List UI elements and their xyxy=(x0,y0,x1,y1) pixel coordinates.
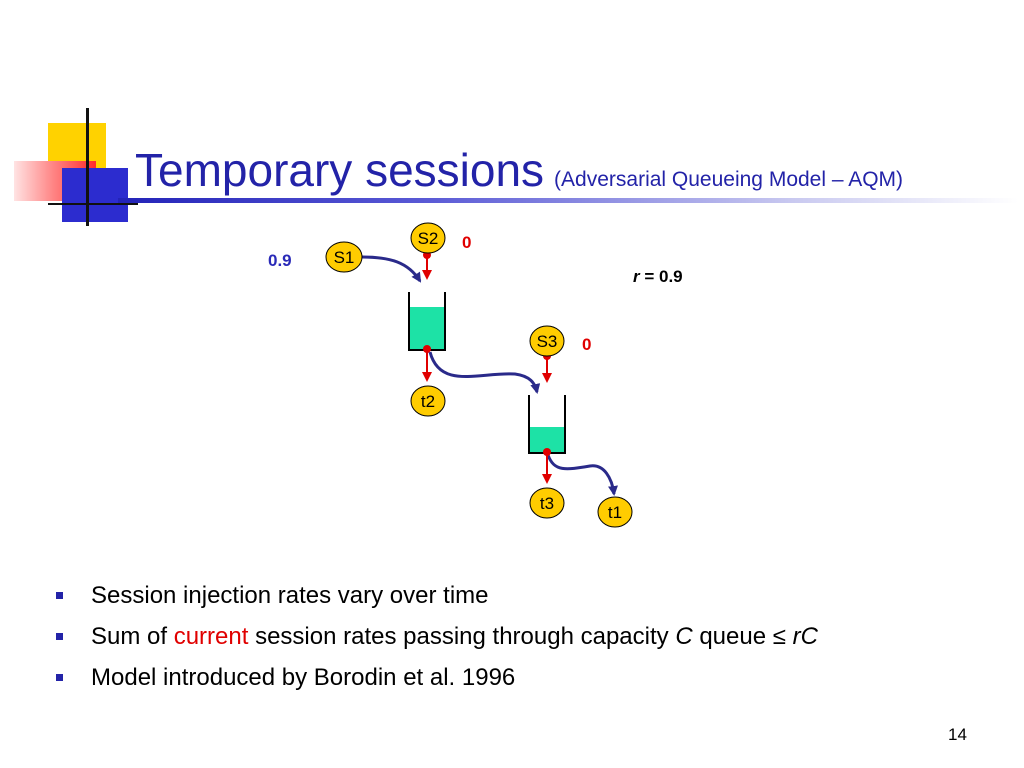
node-s2-label: S2 xyxy=(418,229,439,248)
logo-horizontal-line xyxy=(48,203,138,205)
bullet-marker xyxy=(56,674,63,681)
bullet-space xyxy=(786,623,793,650)
r-value: = 0.9 xyxy=(640,267,683,286)
node-s2: S2 xyxy=(410,222,446,254)
title-underline xyxy=(118,198,1018,203)
rate-s2: 0 xyxy=(462,233,471,252)
slide-title: Temporary sessions (Adversarial Queueing … xyxy=(135,143,903,197)
bullet-item: Model introduced by Borodin et al. 1996 xyxy=(56,660,818,701)
injection-arrow-t3 xyxy=(542,448,552,484)
bullet-highlight-current: current xyxy=(173,623,249,650)
bullet-var-rc: rC xyxy=(792,623,818,650)
logo-blue-square xyxy=(62,168,128,222)
bullet-item: Sum of current session rates passing thr… xyxy=(56,619,818,660)
node-t1: t1 xyxy=(597,496,633,528)
flow-arrow-s1-queue1 xyxy=(361,255,422,283)
bullet-marker xyxy=(56,592,63,599)
flow-arrow-queue1-queue2 xyxy=(428,351,541,394)
injection-arrow-t2 xyxy=(422,345,432,382)
node-t3: t3 xyxy=(529,487,565,519)
r-value-label: r = 0.9 xyxy=(633,267,683,286)
bullet-var-c: C xyxy=(675,623,693,650)
flow-arrow-queue2-t1 xyxy=(546,454,618,496)
queue-2-fill xyxy=(530,427,564,452)
title-main: Temporary sessions xyxy=(135,144,545,196)
bullet-text-part2: session rates passing through capacity xyxy=(248,623,676,650)
bullet-text-part1: Sum of xyxy=(91,623,174,650)
node-s3-label: S3 xyxy=(537,332,558,351)
title-subtitle: (Adversarial Queueing Model – AQM) xyxy=(554,168,904,191)
node-s1-label: S1 xyxy=(334,248,355,267)
node-t1-label: t1 xyxy=(608,503,622,522)
bullet-leq-symbol: ≤ xyxy=(772,623,786,650)
bullet-list: Session injection rates vary over time S… xyxy=(56,578,818,701)
r-symbol: r xyxy=(633,267,641,286)
page-number: 14 xyxy=(948,725,967,744)
bullet-item: Session injection rates vary over time xyxy=(56,578,818,619)
node-t3-label: t3 xyxy=(540,494,554,513)
rate-s3: 0 xyxy=(582,335,591,354)
node-s1: S1 xyxy=(325,241,363,273)
bullet-text: Session injection rates vary over time xyxy=(91,582,489,609)
logo-vertical-line xyxy=(86,108,89,226)
injection-arrow-s2 xyxy=(422,251,432,280)
bullet-marker xyxy=(56,633,63,640)
bullet-text: Model introduced by Borodin et al. 1996 xyxy=(91,664,516,691)
rate-s1: 0.9 xyxy=(268,251,292,270)
network-diagram: S2 S1 S3 t2 t3 t1 0.9 0 0 r = 0.9 xyxy=(268,222,683,528)
node-t2: t2 xyxy=(410,385,446,417)
queue-2 xyxy=(528,395,566,454)
queue-1-fill xyxy=(410,307,444,349)
node-s3: S3 xyxy=(529,325,565,357)
queue-1 xyxy=(408,292,446,351)
node-t2-label: t2 xyxy=(421,392,435,411)
bullet-text-part3: queue xyxy=(692,623,773,650)
